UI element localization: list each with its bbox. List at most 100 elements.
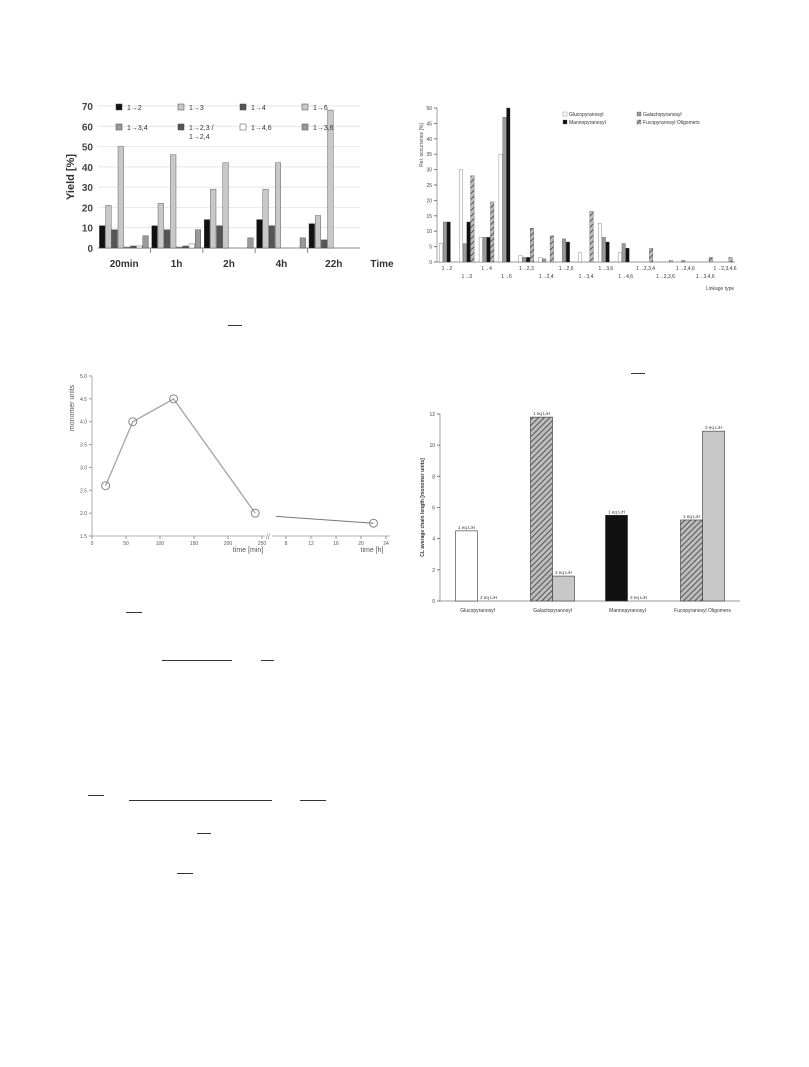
data-point — [369, 518, 378, 528]
data-point — [128, 417, 138, 427]
x-tick-label: 20 — [358, 541, 364, 547]
x-tick-label: 8 — [285, 541, 288, 547]
text-rule — [197, 833, 211, 834]
text-rule — [228, 325, 242, 326]
bar — [522, 257, 527, 263]
legend-label: 1→3,4 — [127, 125, 148, 132]
x-axis-label: time [h] — [361, 547, 384, 554]
y-tick-label: 20 — [82, 203, 94, 214]
data-label: 1 eq LiH — [533, 411, 550, 416]
text-rule — [261, 660, 274, 661]
legend-label: 1→6 — [313, 105, 328, 112]
bar — [203, 219, 210, 249]
data-point — [101, 481, 111, 491]
y-tick-label: 4.5 — [80, 397, 87, 403]
bar — [105, 205, 112, 249]
legend-swatch — [636, 111, 642, 117]
y-tick-label: 30 — [426, 168, 432, 174]
y-tick-label: 8 — [432, 474, 435, 480]
x-tick-label: 20min — [110, 259, 139, 270]
bar — [210, 188, 217, 249]
y-tick-label: 50 — [82, 143, 94, 154]
y-axis-label: monomer units — [69, 384, 76, 431]
legend-label: Glucopyranosyl — [569, 112, 603, 118]
bar — [247, 237, 254, 249]
bar — [268, 225, 275, 249]
legend-swatch — [115, 103, 123, 111]
x-tick-label: 150 — [190, 541, 199, 547]
x-tick-label: 1→2,3,4,6 — [714, 266, 737, 272]
bar — [598, 223, 602, 263]
y-tick-label: 10 — [82, 224, 94, 235]
bar — [123, 246, 130, 249]
legend-swatch — [177, 123, 185, 131]
x-tick-label: Mannopyranosyl — [609, 608, 646, 614]
legend-swatch — [636, 119, 642, 125]
y-tick-label: 60 — [82, 122, 94, 133]
bar — [170, 154, 177, 249]
legend-label: Fucopyranosyl Oligomers — [643, 120, 700, 126]
bar — [542, 258, 547, 263]
series-line — [104, 397, 256, 514]
bar — [681, 260, 686, 263]
legend-label: 1→2 — [127, 105, 142, 112]
bar — [262, 188, 269, 249]
y-tick-label: 6 — [432, 506, 435, 512]
bar — [99, 225, 106, 249]
text-rule — [88, 795, 104, 796]
x-tick-label: 1→3,4 — [579, 274, 594, 280]
data-label: 2 eq LiH — [555, 570, 572, 575]
bar — [549, 235, 554, 263]
legend-swatch — [562, 111, 568, 117]
bar — [299, 237, 306, 249]
legend-label: Galactopyranosyl — [643, 112, 682, 118]
bar — [466, 221, 471, 263]
bar — [176, 246, 183, 249]
text-rule — [162, 660, 232, 661]
bar — [222, 162, 229, 249]
bar — [578, 252, 583, 263]
bar — [625, 247, 630, 263]
bar — [617, 252, 622, 263]
bar — [565, 241, 570, 263]
x-tick-label: 250 — [258, 541, 267, 547]
legend-swatch — [177, 103, 185, 111]
y-tick-label: 3.5 — [80, 443, 87, 449]
bar — [490, 201, 495, 263]
x-tick-label: 4h — [276, 259, 288, 270]
bar — [327, 109, 334, 249]
text-rule — [129, 800, 272, 801]
bar — [446, 221, 451, 263]
bar — [439, 243, 443, 263]
bar — [142, 235, 149, 249]
y-axis-label: Rel. occurrence [%] — [419, 123, 425, 167]
legend-swatch — [239, 123, 247, 131]
data-label: 1 eq LiH — [683, 514, 700, 519]
x-tick-label: 24 — [383, 541, 389, 547]
legend-swatch — [239, 103, 247, 111]
average-chain-length-bar-chart: 0 2 4 6 8 10 12 CL average chain length [monome… — [420, 411, 740, 614]
bar — [728, 257, 733, 263]
x-tick-label: 1→4,6 — [618, 274, 633, 280]
bar — [470, 175, 475, 263]
y-tick-label: 70 — [82, 102, 94, 113]
data-point — [169, 394, 179, 404]
x-tick-label: 200 — [224, 541, 233, 547]
bar — [182, 245, 189, 249]
bar — [562, 238, 566, 263]
bar — [538, 257, 543, 263]
bar — [680, 519, 703, 602]
bar — [669, 260, 673, 263]
x-tick-label: Fucopyranosyl Oligomers — [674, 608, 731, 614]
text-rule — [300, 800, 326, 801]
yield-time-bar-chart: 0 10 20 30 40 50 60 70 Yield [%] Time 20min 1h 2h 4h 2… — [65, 102, 394, 270]
x-tick-label: 22h — [325, 259, 342, 270]
x-tick-label: Glucopyranosyl — [460, 608, 494, 614]
bar — [111, 229, 118, 249]
x-tick-label: 1→3,4,6 — [696, 274, 715, 280]
bar — [194, 229, 201, 249]
y-tick-label: 30 — [82, 183, 94, 194]
bar — [589, 211, 594, 263]
bar — [117, 146, 124, 249]
y-tick-label: 4 — [432, 537, 435, 543]
